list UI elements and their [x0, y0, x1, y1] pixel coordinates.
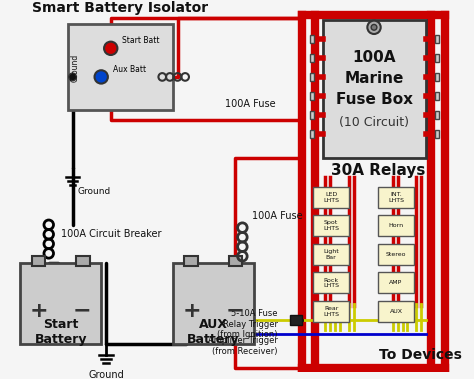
Bar [435, 35, 439, 42]
Bar [76, 256, 90, 266]
Text: 30A Relays: 30A Relays [331, 163, 425, 178]
Bar [435, 92, 439, 100]
Bar [378, 215, 414, 236]
Text: Spot
LHTS: Spot LHTS [323, 220, 339, 231]
Text: AUX: AUX [390, 309, 402, 314]
Text: Fuse Box: Fuse Box [336, 92, 412, 107]
Text: +: + [182, 301, 201, 321]
Bar [310, 35, 314, 42]
Circle shape [94, 70, 108, 84]
Bar [313, 186, 349, 208]
Bar [173, 263, 254, 344]
Circle shape [69, 73, 76, 81]
Bar [435, 130, 439, 138]
Bar [310, 92, 314, 100]
Text: Start Batt: Start Batt [122, 36, 160, 45]
Bar [184, 256, 198, 266]
Text: 100A: 100A [352, 50, 396, 65]
Text: 100A Fuse: 100A Fuse [225, 99, 276, 109]
Text: 100A Fuse: 100A Fuse [252, 211, 302, 221]
Text: Smart Battery Isolator: Smart Battery Isolator [32, 1, 209, 15]
Text: Aux Batt: Aux Batt [113, 65, 146, 74]
Bar [229, 256, 242, 266]
Bar [435, 54, 439, 62]
Text: Relay Trigger
(from Ignition): Relay Trigger (from Ignition) [217, 320, 278, 340]
Text: Ground: Ground [71, 53, 80, 81]
Bar [435, 73, 439, 81]
Bar [378, 244, 414, 265]
Bar [310, 73, 314, 81]
Bar [313, 215, 349, 236]
Text: −: − [73, 301, 91, 321]
Text: Rock
LHTS: Rock LHTS [323, 277, 339, 288]
Text: Amplifier Trigger
(from Receiver): Amplifier Trigger (from Receiver) [208, 336, 278, 356]
Text: Horn: Horn [388, 223, 403, 228]
Bar [378, 186, 414, 208]
Bar [435, 111, 439, 119]
Text: Light
Bar: Light Bar [323, 249, 339, 260]
Text: Battery: Battery [35, 333, 87, 346]
Bar [378, 301, 414, 322]
Text: −: − [226, 301, 244, 321]
Text: Stereo: Stereo [386, 252, 406, 257]
Bar [68, 25, 173, 110]
Bar [313, 301, 349, 322]
Text: Ground: Ground [88, 370, 124, 379]
Text: (10 Circuit): (10 Circuit) [339, 116, 409, 129]
Text: Battery: Battery [187, 333, 239, 346]
Bar [378, 273, 414, 293]
Text: Rear
LHTS: Rear LHTS [323, 306, 339, 317]
Circle shape [367, 20, 381, 34]
Bar [313, 273, 349, 293]
Bar [322, 20, 426, 158]
Text: Start: Start [43, 318, 78, 332]
Bar [313, 244, 349, 265]
Bar [310, 54, 314, 62]
Text: To Devices: To Devices [379, 348, 462, 362]
Text: Marine: Marine [344, 71, 404, 86]
Bar [310, 111, 314, 119]
Bar [290, 315, 301, 325]
Circle shape [104, 42, 118, 55]
Text: AUX: AUX [199, 318, 228, 332]
Text: 5-10A Fuse: 5-10A Fuse [231, 309, 278, 318]
Text: 100A Circuit Breaker: 100A Circuit Breaker [61, 229, 162, 239]
Circle shape [371, 25, 377, 30]
Text: Ground: Ground [77, 187, 110, 196]
Text: +: + [30, 301, 48, 321]
Bar [32, 256, 45, 266]
Text: AMP: AMP [389, 280, 402, 285]
Bar [310, 130, 314, 138]
Text: INT.
LHTS: INT. LHTS [388, 192, 404, 202]
Bar [20, 263, 101, 344]
Text: LED
LHTS: LED LHTS [323, 192, 339, 202]
